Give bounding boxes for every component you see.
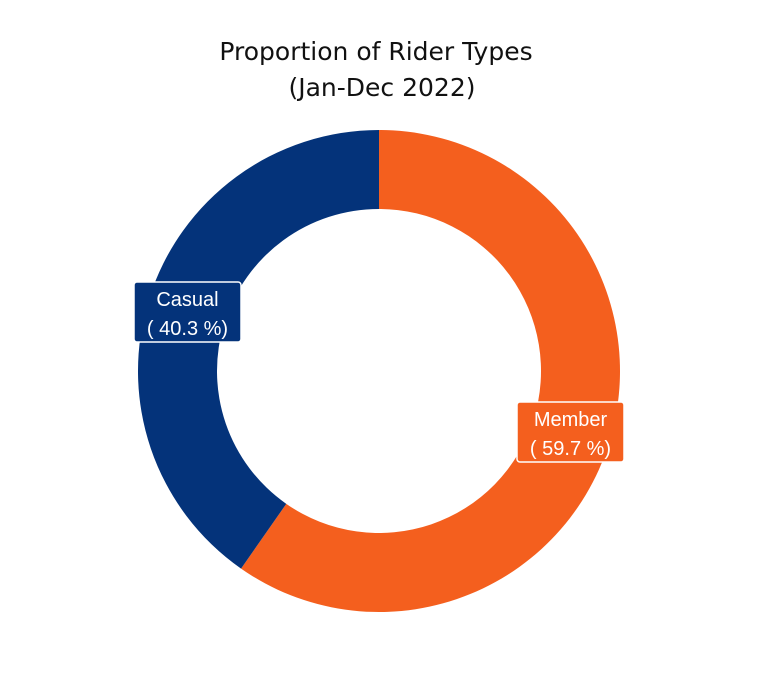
label-percent-casual: ( 40.3 %): [147, 318, 228, 340]
donut-labels: Member ( 59.7 %) Casual ( 40.3 %): [133, 281, 625, 463]
label-casual: Casual ( 40.3 %): [133, 281, 242, 343]
chart-title: Proportion of Rider Types (Jan-Dec 2022): [219, 37, 532, 102]
label-name-member: Member: [534, 409, 608, 431]
label-box-casual: [133, 281, 242, 343]
label-name-casual: Casual: [156, 289, 218, 311]
label-member: Member ( 59.7 %): [516, 401, 625, 463]
label-percent-member: ( 59.7 %): [530, 438, 611, 460]
donut-slices: [137, 130, 620, 612]
chart-title-line-2: (Jan-Dec 2022): [288, 73, 475, 102]
chart-title-line-1: Proportion of Rider Types: [219, 37, 532, 66]
slice-member: [241, 130, 620, 612]
label-box-member: [516, 401, 625, 463]
slice-casual: [137, 130, 379, 569]
